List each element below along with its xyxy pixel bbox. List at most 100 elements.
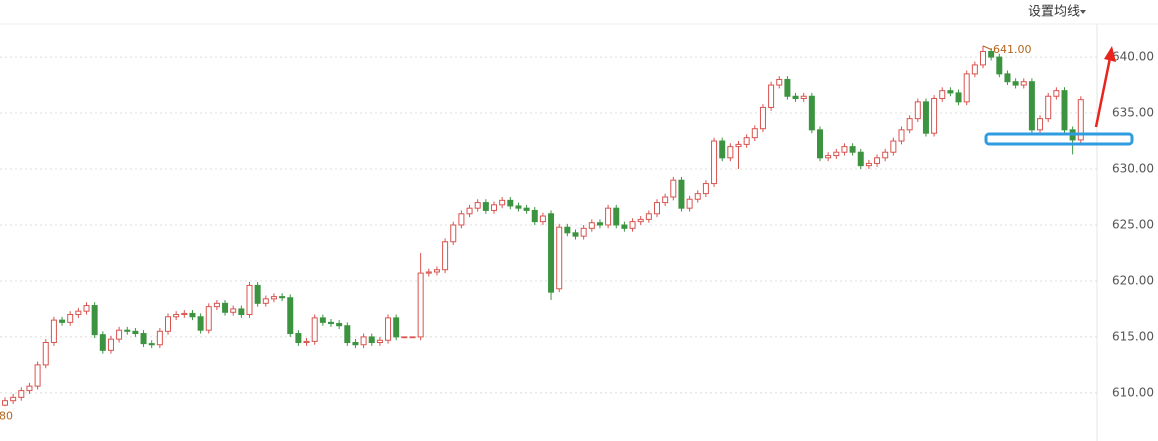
candle-body	[238, 308, 245, 316]
candle-body	[417, 272, 424, 338]
candle-body	[107, 338, 114, 351]
candle-body	[1053, 90, 1060, 97]
highlight-box	[984, 132, 1134, 146]
candle-body	[328, 321, 334, 324]
candle-body	[580, 227, 587, 237]
candle-body	[156, 330, 163, 346]
candle-body	[686, 198, 693, 209]
candle-body	[751, 128, 758, 139]
candle-body	[711, 140, 718, 185]
ma-button[interactable]: 设置均线	[1028, 5, 1080, 20]
candle-body	[515, 205, 522, 209]
candle-body	[588, 222, 595, 229]
candle-body	[825, 155, 832, 159]
candle-body	[67, 314, 74, 323]
candle-body	[165, 316, 171, 332]
candle-body	[613, 207, 620, 226]
candle-body	[1037, 118, 1044, 131]
candle-body	[491, 204, 497, 211]
candle-body	[605, 207, 612, 226]
candle-body	[906, 118, 913, 131]
candle-body	[270, 296, 277, 300]
candle-body	[784, 78, 791, 97]
candle-body	[662, 196, 669, 204]
candle-body	[980, 50, 986, 66]
candle-body	[482, 202, 489, 211]
candle-body	[50, 319, 57, 344]
candle-body	[336, 322, 343, 327]
candle-body	[499, 199, 506, 206]
candle-body	[205, 306, 212, 331]
candle-body	[947, 90, 954, 94]
candle-body	[800, 95, 807, 99]
candle-body	[1045, 95, 1052, 120]
candle-body	[116, 329, 123, 340]
candle-body	[531, 209, 538, 223]
candle-body	[458, 213, 465, 226]
candle-body	[181, 312, 188, 316]
candle-body	[254, 284, 261, 304]
candle-body	[1004, 73, 1011, 83]
candle-body	[132, 330, 139, 335]
y-tick-label: 625.00	[1112, 217, 1154, 231]
candle-body	[996, 56, 1003, 75]
candle-body	[507, 199, 514, 207]
candle-body	[865, 162, 872, 167]
candle-body	[360, 336, 367, 346]
candle-body	[596, 222, 603, 226]
candle-body	[173, 314, 180, 318]
candle-body	[678, 179, 685, 209]
candle-body	[26, 385, 33, 392]
candle-body	[1061, 90, 1068, 131]
candle-body	[1012, 81, 1019, 86]
candle-body	[548, 213, 555, 293]
candle-body	[719, 140, 726, 159]
dropdown-caret[interactable]	[1080, 10, 1086, 14]
candle-body	[99, 334, 106, 351]
candle-body	[556, 226, 563, 290]
y-tick-label: 630.00	[1112, 162, 1154, 176]
candle-body	[922, 101, 929, 134]
candle-body	[645, 213, 652, 220]
candle-body	[148, 343, 155, 346]
candle-body	[1077, 99, 1084, 141]
candle-body	[140, 333, 147, 345]
candle-body	[833, 151, 840, 157]
candle-body	[637, 218, 644, 223]
candle-body	[466, 207, 473, 215]
candle-body	[914, 101, 921, 120]
min-label: 608.80	[0, 409, 13, 422]
y-tick-label: 610.00	[1112, 385, 1154, 399]
candle-body	[352, 342, 359, 346]
candle-body	[344, 325, 351, 344]
candle-body	[401, 336, 408, 339]
candle-body	[425, 271, 432, 274]
candle-body	[735, 143, 742, 148]
candle-body	[890, 140, 897, 153]
candle-body	[91, 305, 98, 336]
candle-body	[768, 84, 775, 108]
candle-body	[295, 333, 302, 344]
candle-body	[1020, 81, 1027, 86]
candle-body	[817, 129, 823, 159]
candle-body	[230, 308, 237, 313]
candle-body	[694, 193, 701, 200]
candle-body	[10, 396, 17, 402]
candle-body	[988, 50, 995, 58]
candle-body	[621, 224, 628, 229]
candle-body	[124, 329, 131, 332]
candle-body	[808, 95, 815, 131]
candle-body	[450, 224, 457, 243]
candle-body	[474, 202, 481, 209]
candle-body	[670, 179, 677, 198]
candle-body	[311, 317, 318, 342]
y-tick-label: 615.00	[1112, 329, 1154, 343]
arrow-shaft	[1094, 57, 1112, 128]
y-tick-label: 620.00	[1112, 273, 1154, 287]
candle-body	[971, 64, 978, 75]
candle-body	[882, 151, 889, 159]
candle-body	[213, 302, 220, 308]
candle-body	[303, 340, 310, 344]
candle-body	[393, 317, 400, 338]
